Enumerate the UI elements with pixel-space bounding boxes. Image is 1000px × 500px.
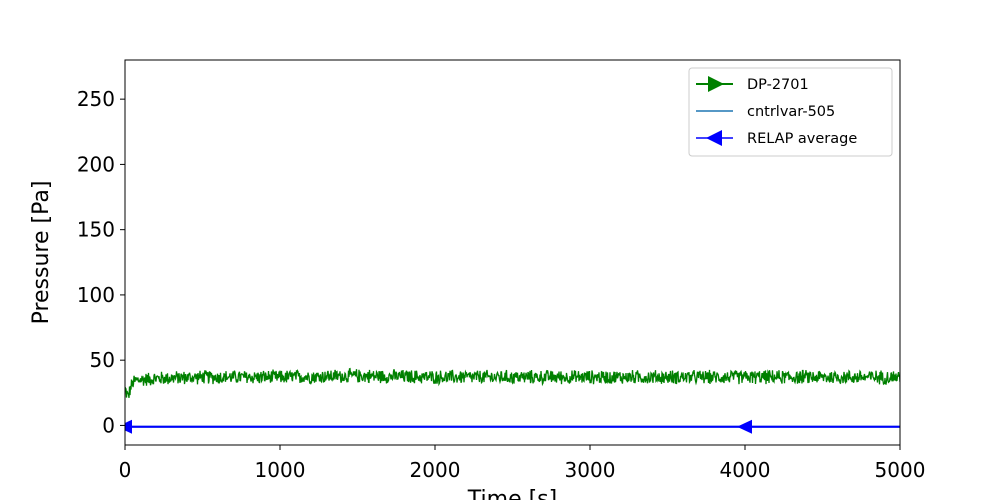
legend-marker-triangle-left [706,130,722,146]
legend-box [688,67,893,157]
series-marker-triangle-left [125,419,132,434]
series-marker-triangle-left [737,419,752,434]
y-tick-label: 100 [77,283,115,307]
x-tick-label: 3000 [565,458,616,482]
x-tick-label: 0 [119,458,132,482]
axes-frame [124,59,901,446]
x-tick-label: 2000 [410,458,461,482]
series-line-dp-2701 [125,367,900,398]
y-tick-label: 50 [90,348,115,372]
y-axis-label: Pressure [Pa] [29,181,54,325]
legend-label: DP-2701 [747,77,809,93]
y-tick-label: 0 [102,413,115,437]
legend: DP-2701 cntrlvar-505 RELAP average [688,67,893,157]
y-tick-label: 200 [77,152,115,176]
legend-label: cntrlvar-505 [747,104,835,120]
plot-area [125,367,900,434]
axis-ticks: 0 1000 2000 3000 4000 5000 0 50 100 150 200 250 [77,87,926,482]
y-tick-label: 150 [77,218,115,242]
x-tick-label: 4000 [720,458,771,482]
legend-marker-triangle-right [708,76,724,92]
x-tick-label: 5000 [875,458,926,482]
x-tick-label: 1000 [255,458,306,482]
y-tick-label: 250 [77,87,115,111]
legend-label: RELAP average [747,131,857,147]
x-axis-label: Time [s] [467,487,557,500]
